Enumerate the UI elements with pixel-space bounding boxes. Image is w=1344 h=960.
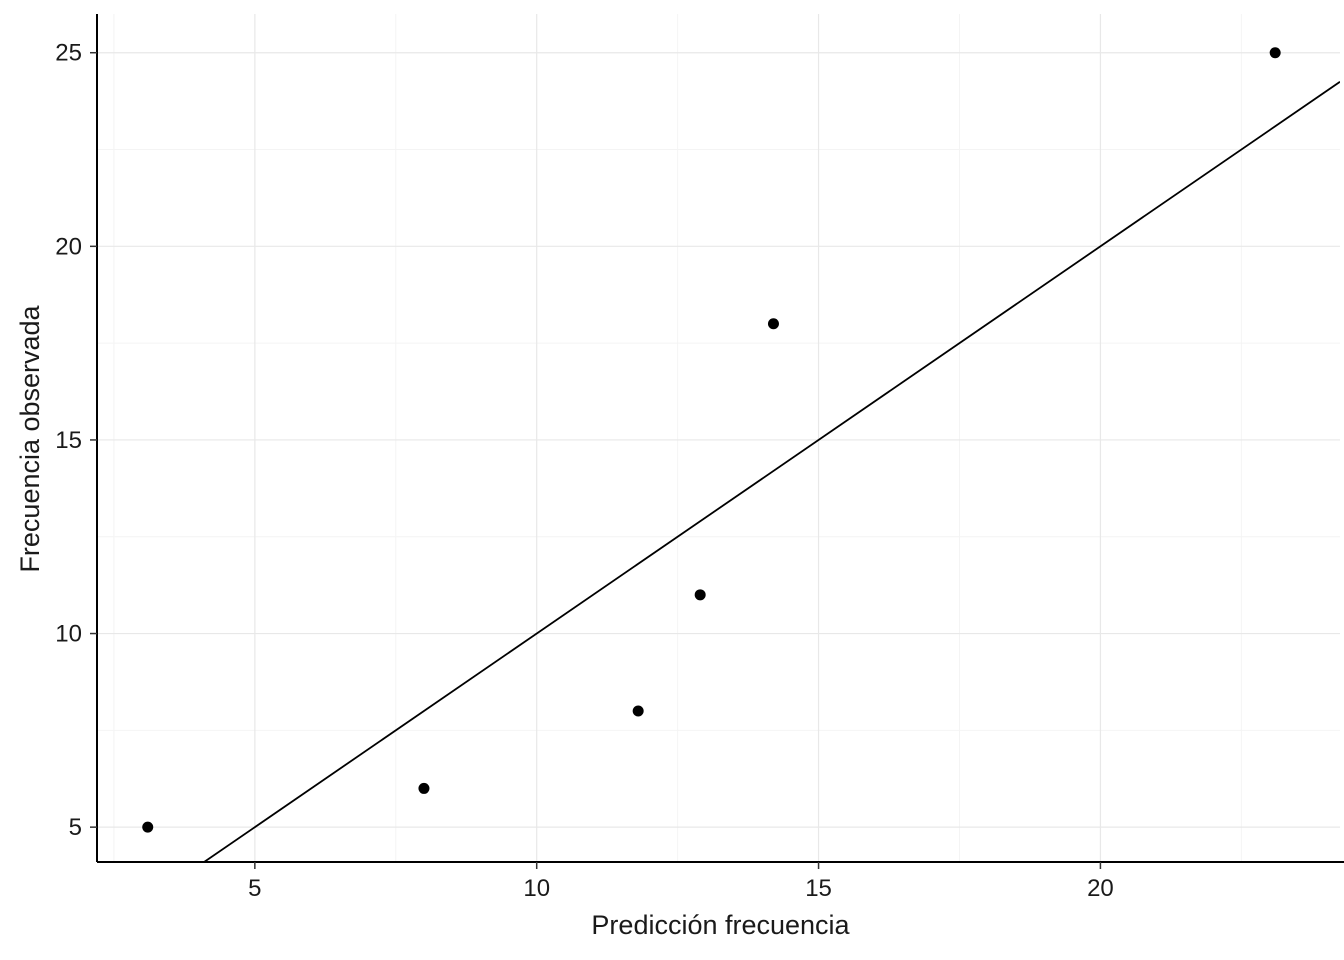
data-point: [418, 782, 430, 794]
data-point: [632, 705, 644, 717]
y-tick-label: 5: [69, 814, 82, 841]
data-point: [142, 821, 154, 833]
x-tick-label: 10: [523, 875, 550, 902]
y-tick-label: 20: [55, 233, 82, 260]
x-axis-title: Predicción frecuencia: [591, 910, 850, 940]
y-axis-title: Frecuencia observada: [15, 305, 45, 573]
data-point: [1269, 47, 1281, 59]
x-tick-label: 20: [1087, 875, 1114, 902]
y-tick-label: 25: [55, 40, 82, 67]
y-tick-label: 15: [55, 427, 82, 454]
data-point: [767, 318, 779, 330]
identity-reference-line: [202, 81, 1340, 862]
x-tick-label: 5: [248, 875, 261, 902]
y-tick-label: 10: [55, 621, 82, 648]
data-point: [694, 589, 706, 601]
x-tick-label: 15: [805, 875, 832, 902]
